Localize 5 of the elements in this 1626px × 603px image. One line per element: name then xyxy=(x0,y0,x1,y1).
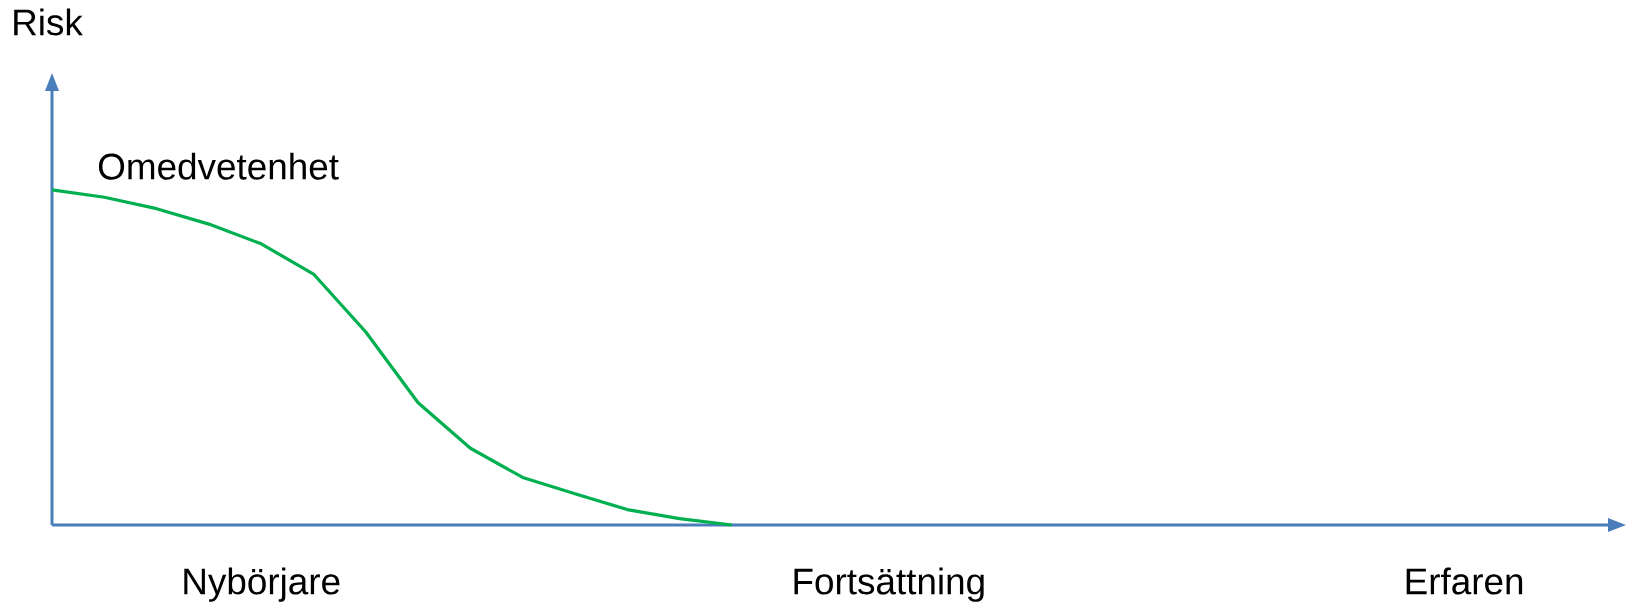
text: Omedvetenhet xyxy=(98,152,339,180)
x-tick-label: Nybörjare xyxy=(184,567,340,602)
x-tick-label: Erfaren xyxy=(1406,567,1523,595)
x-tick-label: Fortsättning xyxy=(794,567,984,602)
y-axis-title: Risk xyxy=(14,8,83,36)
